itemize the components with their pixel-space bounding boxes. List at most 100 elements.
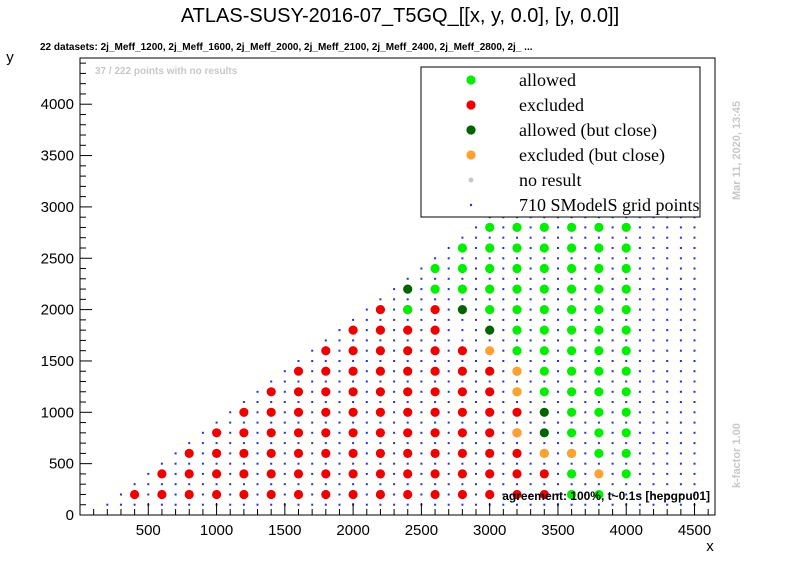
excluded-point [293,428,304,438]
grid-point [625,483,628,486]
grid-point [638,288,641,291]
grid-point [679,370,682,373]
grid-point [502,236,505,239]
grid-point [488,318,491,321]
allowed-point [539,366,549,376]
excluded-point [457,489,467,500]
grid-point [529,370,532,373]
grid-point [201,472,204,475]
grid-point [297,360,300,362]
grid-point [652,236,655,239]
y-tick-label: 3000 [41,199,74,216]
grid-point [557,411,559,414]
allowed-point [621,366,631,376]
allowed-point [621,428,631,438]
grid-point [693,472,696,475]
grid-point [475,421,477,424]
grid-point [447,247,450,249]
allowed-point [512,284,522,294]
grid-point [529,442,532,445]
legend-marker [468,177,474,183]
grid-point [338,349,341,352]
excluded-point [430,387,440,397]
grid-point [584,411,587,414]
grid-point [584,390,587,393]
grid-point [365,421,368,424]
allowed-point [621,263,631,274]
grid-point [693,247,696,249]
grid-point [693,370,696,373]
excluded-point [321,448,331,458]
grid-point [679,421,682,424]
excluded-point [212,448,222,458]
grid-point [256,503,259,506]
grid-point [475,360,477,362]
grid-point [529,236,532,239]
grid-point [693,267,696,270]
grid-point [420,370,423,373]
grid-point [393,462,396,465]
allowed-point [594,407,604,417]
grid-point [133,483,136,486]
grid-point [584,236,587,239]
grid-point [666,267,669,270]
grid-point [516,442,518,445]
grid-point [256,442,259,445]
grid-point [529,483,532,486]
grid-point [201,442,204,445]
grid-point [652,380,655,383]
legend-label: allowed (but close) [519,120,657,141]
allowed-point [539,222,549,232]
excluded-point [375,489,385,500]
grid-point [147,483,150,486]
grid-point [557,452,559,455]
excluded-point [457,407,467,417]
grid-point [516,360,518,362]
grid-point [461,503,464,506]
grid-point [652,329,655,332]
grid-point [557,318,559,321]
allowed-point [512,346,522,356]
grid-point [297,462,300,465]
legend: allowed excluded allowed (but close) exclud… [420,66,701,218]
allowed-but-close-point [457,305,467,315]
grid-point [638,349,641,352]
grid-point [393,472,396,475]
excluded-but-close-point [512,428,522,438]
grid-point [393,370,396,373]
grid-point [201,483,204,486]
axes: 500 1000 1500 2000 2500 3000 3500 4000 4500 0 500 1… [41,62,711,539]
grid-point [447,452,450,455]
grid-point [570,380,573,383]
excluded-point [539,469,549,479]
grid-point [461,442,464,445]
grid-point [488,360,491,362]
x-tick-label: 4000 [610,522,643,539]
excluded-but-close-point [512,366,522,376]
grid-point [160,462,163,465]
grid-point [488,401,491,403]
grid-point [447,308,450,311]
grid-point [516,236,518,239]
excluded-point [321,489,331,500]
excluded-point [457,346,467,356]
grid-point [679,257,682,260]
grid-point [611,421,614,424]
grid-point [365,462,368,465]
grid-point [652,277,655,280]
allowed-point [567,284,577,294]
grid-point [447,267,450,270]
grid-point [502,339,505,342]
grid-point [611,360,614,362]
grid-point [557,483,559,486]
grid-point [160,503,163,506]
grid-point [679,401,682,403]
grid-point [256,483,259,486]
grid-point [543,318,546,321]
allowed-point [485,305,495,315]
grid-point [597,421,600,424]
grid-point [529,318,532,321]
grid-point [570,421,573,424]
grid-point [625,421,628,424]
grid-point [679,349,682,352]
